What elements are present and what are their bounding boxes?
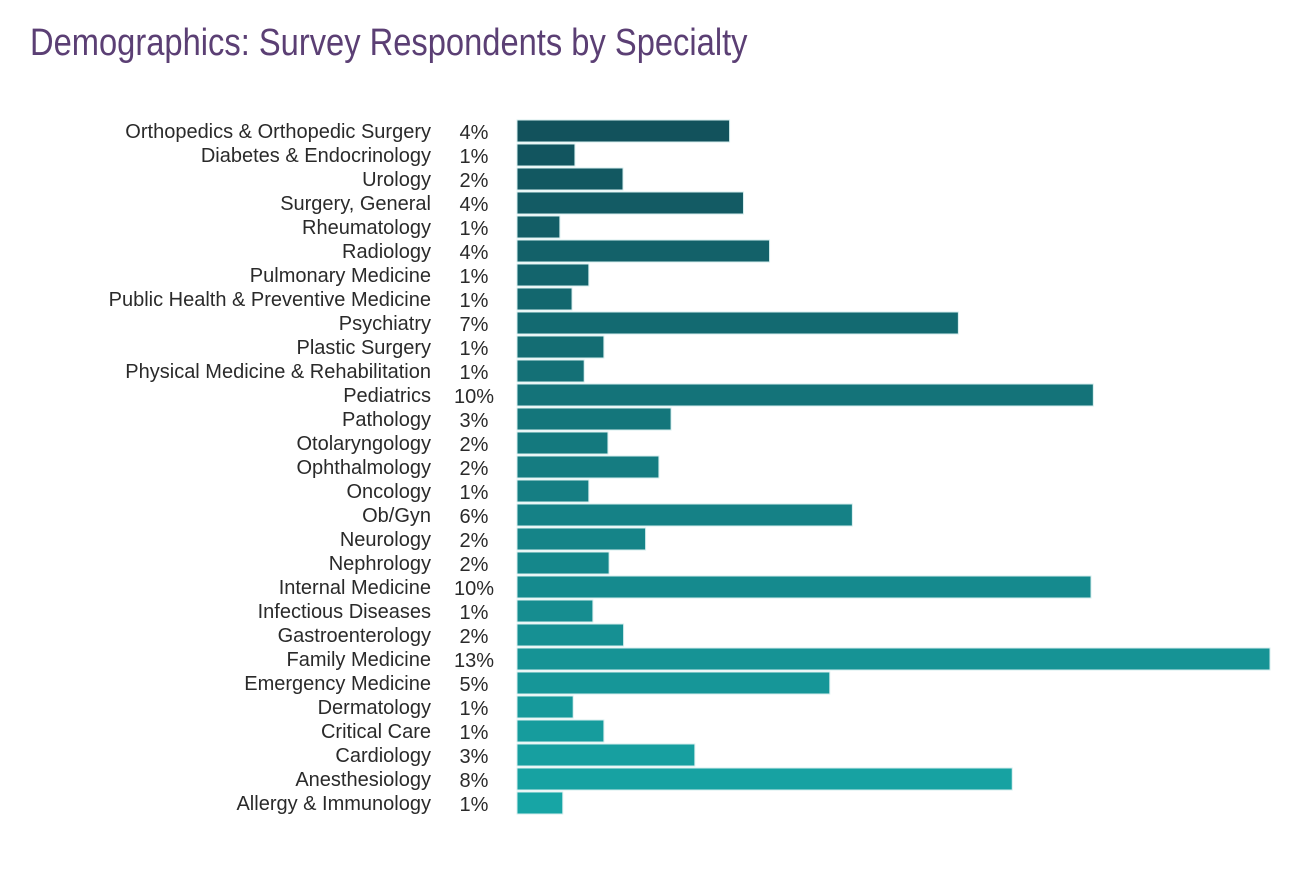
category-label: Internal Medicine xyxy=(279,577,431,599)
data-label: 1% xyxy=(460,146,489,168)
data-label: 1% xyxy=(460,698,489,720)
data-label: 2% xyxy=(460,434,489,456)
bar xyxy=(516,191,744,215)
bar xyxy=(516,791,564,815)
category-label: Critical Care xyxy=(321,721,431,743)
bar xyxy=(516,263,590,287)
bar xyxy=(516,551,610,575)
bar xyxy=(516,119,731,143)
bar xyxy=(516,719,605,743)
bar xyxy=(516,431,609,455)
bar xyxy=(516,695,574,719)
data-label: 7% xyxy=(460,314,489,336)
data-label: 2% xyxy=(460,530,489,552)
category-label: Pediatrics xyxy=(343,385,431,407)
data-label: 1% xyxy=(460,722,489,744)
data-label: 6% xyxy=(460,506,489,528)
data-label: 4% xyxy=(460,194,489,216)
category-label: Pathology xyxy=(342,409,431,431)
bar xyxy=(516,167,624,191)
category-label: Nephrology xyxy=(329,553,431,575)
bar xyxy=(516,143,576,167)
bar xyxy=(516,407,672,431)
bar xyxy=(516,455,660,479)
bar xyxy=(516,359,585,383)
category-label: Plastic Surgery xyxy=(297,337,432,359)
category-label: Infectious Diseases xyxy=(258,601,431,623)
category-label: Anesthesiology xyxy=(295,769,431,791)
bar xyxy=(516,383,1094,407)
data-label: 1% xyxy=(460,794,489,816)
data-label: 4% xyxy=(460,122,489,144)
data-label: 1% xyxy=(460,602,489,624)
category-label: Otolaryngology xyxy=(296,433,431,455)
category-label: Allergy & Immunology xyxy=(236,793,431,815)
data-label: 5% xyxy=(460,674,489,696)
bar xyxy=(516,503,853,527)
bar xyxy=(516,575,1092,599)
data-label: 3% xyxy=(460,410,489,432)
data-label: 1% xyxy=(460,362,489,384)
bar xyxy=(516,599,594,623)
data-label: 4% xyxy=(460,242,489,264)
category-label: Dermatology xyxy=(318,697,431,719)
data-label: 10% xyxy=(454,386,494,408)
bar xyxy=(516,743,696,767)
bar xyxy=(516,239,771,263)
category-label: Ophthalmology xyxy=(296,457,431,479)
bar xyxy=(516,527,647,551)
category-label: Diabetes & Endocrinology xyxy=(201,145,431,167)
data-label: 3% xyxy=(460,746,489,768)
bar xyxy=(516,215,561,239)
data-label: 1% xyxy=(460,482,489,504)
category-label: Neurology xyxy=(340,529,431,551)
data-label: 1% xyxy=(460,266,489,288)
data-label: 10% xyxy=(454,578,494,600)
bar xyxy=(516,623,625,647)
data-label: 2% xyxy=(460,170,489,192)
data-label: 2% xyxy=(460,554,489,576)
category-label: Oncology xyxy=(347,481,432,503)
category-label: Urology xyxy=(362,169,431,191)
category-label: Pulmonary Medicine xyxy=(250,265,431,287)
data-label: 8% xyxy=(460,770,489,792)
chart-title: Demographics: Survey Respondents by Spec… xyxy=(30,22,748,64)
bar xyxy=(516,311,959,335)
data-label: 1% xyxy=(460,218,489,240)
data-label: 2% xyxy=(460,626,489,648)
bar xyxy=(516,671,831,695)
bar xyxy=(516,767,1013,791)
category-label: Emergency Medicine xyxy=(244,673,431,695)
category-label: Orthopedics & Orthopedic Surgery xyxy=(125,121,431,143)
category-label: Radiology xyxy=(342,241,431,263)
category-label: Physical Medicine & Rehabilitation xyxy=(125,361,431,383)
category-label: Rheumatology xyxy=(302,217,431,239)
category-label: Cardiology xyxy=(335,745,431,767)
bar xyxy=(516,287,573,311)
data-label: 1% xyxy=(460,338,489,360)
category-label: Public Health & Preventive Medicine xyxy=(109,289,431,311)
data-label: 1% xyxy=(460,290,489,312)
category-label: Surgery, General xyxy=(280,193,431,215)
bar xyxy=(516,335,605,359)
category-label: Family Medicine xyxy=(287,649,431,671)
category-label: Psychiatry xyxy=(339,313,431,335)
category-label: Gastroenterology xyxy=(278,625,431,647)
category-label: Ob/Gyn xyxy=(362,505,431,527)
bar xyxy=(516,479,590,503)
bar xyxy=(516,647,1271,671)
data-label: 2% xyxy=(460,458,489,480)
data-label: 13% xyxy=(454,650,494,672)
